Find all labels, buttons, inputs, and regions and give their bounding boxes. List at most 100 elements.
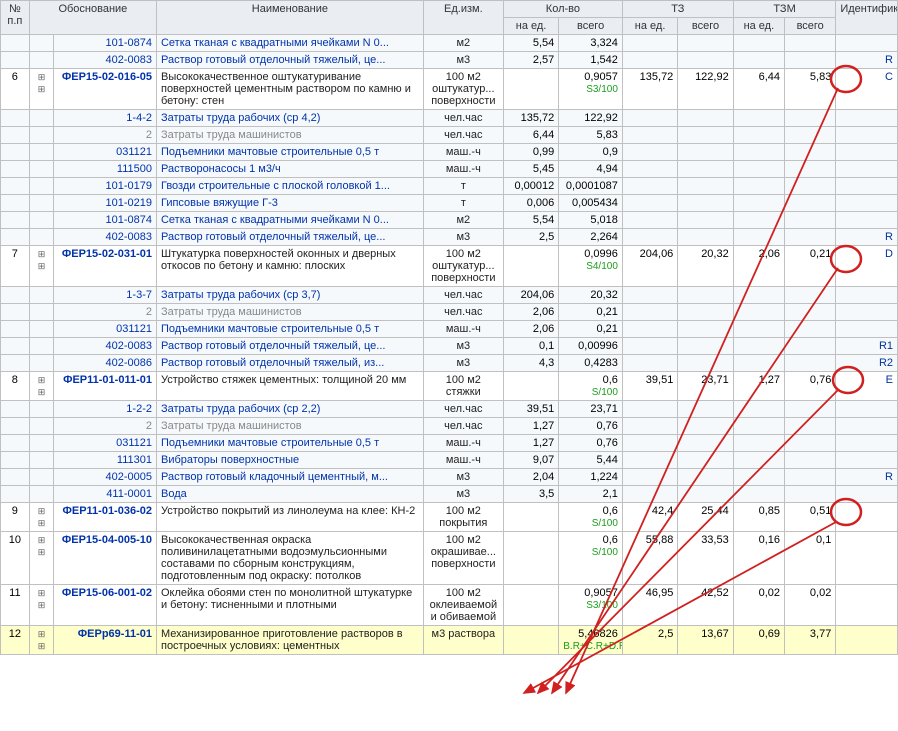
table-row[interactable]: 411-0001Водам33,52,1 [1,486,898,503]
expand-icon[interactable]: ⊞ ⊞ [38,506,46,528]
expand-icon[interactable]: ⊞ ⊞ [38,535,46,557]
table-row[interactable]: 402-0083Раствор готовый отделочный тяжел… [1,52,898,69]
table-row[interactable]: 111500Растворонасосы 1 м3/чмаш.-ч5,454,9… [1,161,898,178]
table-row[interactable]: 8⊞ ⊞ФЕР11-01-011-01Устройство стяжек цем… [1,372,898,401]
cell-q1: 2,5 [503,229,558,246]
cell-id: R2 [836,355,898,372]
table-row[interactable]: 1-2-2Затраты труда рабочих (ср 2,2)чел.ч… [1,401,898,418]
cell-just: 402-0083 [54,338,157,355]
cell-q2: 0,9057S3/100 [559,69,623,110]
cell-tree [29,178,54,195]
cell-q1: 0,006 [503,195,558,212]
cell-q2: 2,264 [559,229,623,246]
cell-q2: 20,32 [559,287,623,304]
cell-name: Механизированное приготовление растворов… [156,626,423,655]
table-row[interactable]: 402-0083Раствор готовый отделочный тяжел… [1,229,898,246]
cell-t1 [622,110,677,127]
table-row[interactable]: 9⊞ ⊞ФЕР11-01-036-02Устройство покрытий и… [1,503,898,532]
cell-q1 [503,585,558,626]
table-row[interactable]: 402-0086Раствор готовый отделочный тяжел… [1,355,898,372]
hdr-qty-total: всего [559,18,623,35]
table-row[interactable]: 402-0083Раствор готовый отделочный тяжел… [1,338,898,355]
table-row[interactable]: 7⊞ ⊞ФЕР15-02-031-01Штукатурка поверхност… [1,246,898,287]
cell-id [836,304,898,321]
cell-m2 [785,401,836,418]
cell-t1 [622,161,677,178]
cell-t1: 42,4 [622,503,677,532]
expand-icon[interactable]: ⊞ ⊞ [38,249,46,271]
table-row[interactable]: 101-0874Сетка тканая с квадратными ячейк… [1,35,898,52]
cell-q2: 0,6S/100 [559,532,623,585]
cell-m2 [785,161,836,178]
table-row[interactable]: 10⊞ ⊞ФЕР15-04-005-10Высококачественная о… [1,532,898,585]
table-row[interactable]: 2Затраты труда машинистовчел.час1,270,76 [1,418,898,435]
hdr-id: Идентификатор [836,1,898,35]
cell-tree [29,304,54,321]
table-row[interactable]: 11⊞ ⊞ФЕР15-06-001-02Оклейка обоями стен … [1,585,898,626]
table-row[interactable]: 2Затраты труда машинистовчел.час2,060,21 [1,304,898,321]
cell-m2 [785,321,836,338]
cell-tree [29,355,54,372]
expand-icon[interactable]: ⊞ ⊞ [38,629,46,651]
expand-icon[interactable]: ⊞ ⊞ [38,375,46,397]
cell-q2: 5,46826B.R+C.R+D.R1+D.R2+E.R [559,626,623,655]
cell-m2 [785,287,836,304]
cell-pp [1,195,30,212]
cell-tree [29,287,54,304]
cell-tree [29,401,54,418]
table-row[interactable]: 12⊞ ⊞ФЕРр69-11-01Механизированное пригот… [1,626,898,655]
cell-just: 1-3-7 [54,287,157,304]
cell-just: ФЕР15-06-001-02 [54,585,157,626]
cell-q2: 0,21 [559,304,623,321]
table-row[interactable]: 031121Подъемники мачтовые строительные 0… [1,435,898,452]
table-row[interactable]: 101-0219Гипсовые вяжущие Г-3т0,0060,0054… [1,195,898,212]
cell-just: 2 [54,127,157,144]
cell-tree [29,195,54,212]
cell-name: Растворонасосы 1 м3/ч [156,161,423,178]
cell-m1: 0,16 [733,532,784,585]
cell-name: Оклейка обоями стен по монолитной штукат… [156,585,423,626]
expand-icon[interactable]: ⊞ ⊞ [38,588,46,610]
cell-m1 [733,195,784,212]
cell-tree [29,161,54,178]
cell-q1 [503,69,558,110]
table-row[interactable]: 111301Вибраторы поверхностныемаш.-ч9,075… [1,452,898,469]
cell-t2: 23,71 [678,372,733,401]
cell-q1 [503,626,558,655]
cell-name: Гипсовые вяжущие Г-3 [156,195,423,212]
cell-just: ФЕР15-02-031-01 [54,246,157,287]
table-row[interactable]: 1-3-7Затраты труда рабочих (ср 3,7)чел.ч… [1,287,898,304]
table-row[interactable]: 031121Подъемники мачтовые строительные 0… [1,144,898,161]
cell-m2: 3,77 [785,626,836,655]
hdr-qty: Кол-во [503,1,622,18]
table-row[interactable]: 2Затраты труда машинистовчел.час6,445,83 [1,127,898,144]
table-row[interactable]: 6⊞ ⊞ФЕР15-02-016-05Высококачественное ош… [1,69,898,110]
cell-t2 [678,144,733,161]
hdr-tz-total: всего [678,18,733,35]
table-row[interactable]: 101-0179Гвозди строительные с плоской го… [1,178,898,195]
cell-t1: 46,95 [622,585,677,626]
cell-unit: м3 [423,486,503,503]
cell-id [836,418,898,435]
cell-just: 402-0086 [54,355,157,372]
cell-t2 [678,229,733,246]
expand-icon[interactable]: ⊞ ⊞ [38,72,46,94]
cell-q1: 2,06 [503,321,558,338]
cell-name: Сетка тканая с квадратными ячейками N 0.… [156,212,423,229]
cell-unit: 100 м2 оштукатур... поверхности [423,69,503,110]
cell-q2: 5,018 [559,212,623,229]
cell-t1 [622,35,677,52]
cell-m1 [733,304,784,321]
cell-unit: м2 [423,35,503,52]
hdr-tzm-unit: на ед. [733,18,784,35]
cell-q2: 23,71 [559,401,623,418]
cell-pp [1,469,30,486]
cell-pp [1,418,30,435]
table-row[interactable]: 101-0874Сетка тканая с квадратными ячейк… [1,212,898,229]
cell-q2: 0,9 [559,144,623,161]
table-row[interactable]: 402-0005Раствор готовый кладочный цемент… [1,469,898,486]
table-row[interactable]: 1-4-2Затраты труда рабочих (ср 4,2)чел.ч… [1,110,898,127]
table-row[interactable]: 031121Подъемники мачтовые строительные 0… [1,321,898,338]
cell-tree: ⊞ ⊞ [29,503,54,532]
cell-q2: 4,94 [559,161,623,178]
